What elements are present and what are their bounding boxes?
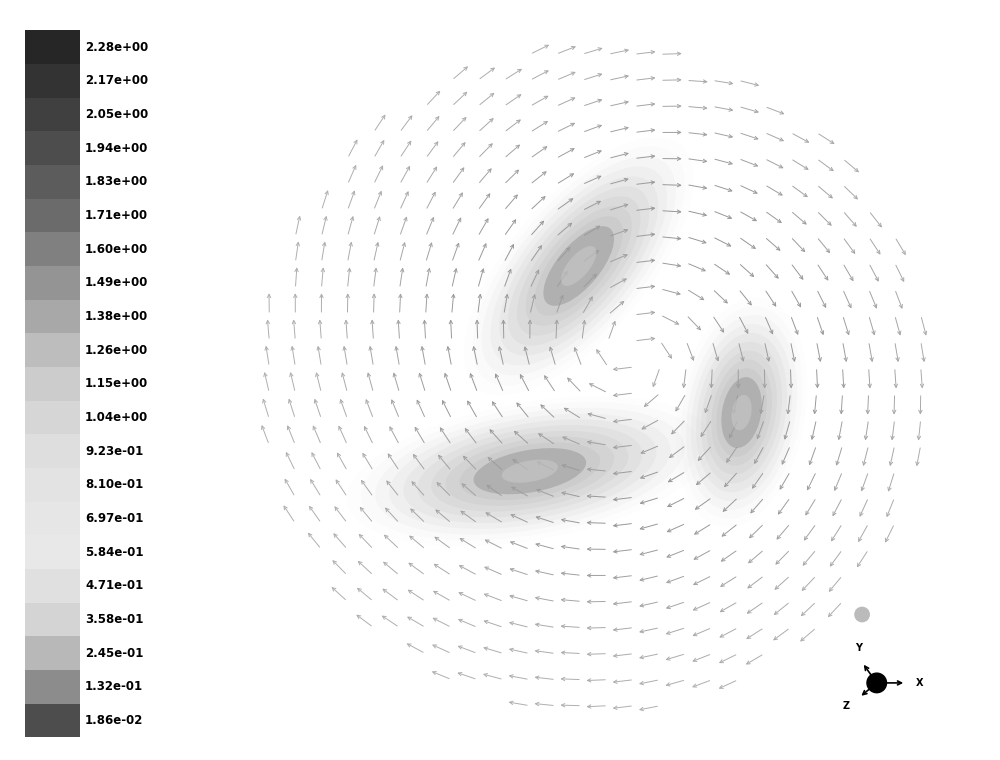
Ellipse shape [499,176,658,356]
Bar [25,64,80,98]
Text: 1.26e+00: 1.26e+00 [85,344,148,356]
Text: Y: Y [855,643,862,653]
Bar [25,569,80,603]
Bar [25,299,80,334]
Bar [25,266,80,299]
Circle shape [867,673,887,692]
Bar [25,704,80,737]
Bar [25,334,80,367]
Bar [25,468,80,502]
Ellipse shape [517,196,641,336]
Ellipse shape [417,425,642,518]
Text: 1.60e+00: 1.60e+00 [85,242,148,255]
Text: 1.83e+00: 1.83e+00 [85,176,148,188]
Bar [25,198,80,233]
Bar [25,401,80,434]
Circle shape [855,607,869,622]
Ellipse shape [431,431,628,511]
Ellipse shape [543,226,614,306]
Text: 1.15e+00: 1.15e+00 [85,377,148,391]
Ellipse shape [691,324,792,501]
Ellipse shape [721,377,762,448]
Text: 2.45e-01: 2.45e-01 [85,647,143,660]
Text: 1.49e+00: 1.49e+00 [85,277,148,290]
Ellipse shape [502,460,558,483]
Bar [25,502,80,535]
Text: 1.71e+00: 1.71e+00 [85,209,148,222]
Ellipse shape [389,413,670,529]
Text: 3.58e-01: 3.58e-01 [85,613,143,626]
Ellipse shape [686,315,797,510]
Ellipse shape [508,186,649,346]
Text: 6.97e-01: 6.97e-01 [85,512,143,525]
Ellipse shape [482,157,676,375]
Ellipse shape [701,342,782,483]
Bar [25,603,80,636]
Ellipse shape [561,246,596,286]
Ellipse shape [706,350,777,474]
Text: 9.23e-01: 9.23e-01 [85,445,143,458]
Bar [25,98,80,131]
Bar [25,165,80,198]
Text: 2.28e+00: 2.28e+00 [85,41,148,54]
Bar [25,535,80,569]
Text: 5.84e-01: 5.84e-01 [85,546,144,559]
Ellipse shape [403,420,656,523]
Text: Z: Z [842,701,849,711]
Ellipse shape [375,407,685,535]
Ellipse shape [445,436,614,506]
Bar [25,434,80,468]
Text: X: X [916,678,923,688]
Bar [25,131,80,165]
Text: 2.05e+00: 2.05e+00 [85,108,148,121]
Bar [25,367,80,401]
Ellipse shape [460,442,600,500]
Ellipse shape [731,395,752,430]
Ellipse shape [474,448,586,494]
Bar [25,670,80,704]
Ellipse shape [711,359,772,466]
Ellipse shape [716,369,767,457]
Bar [25,30,80,64]
Text: 1.86e-02: 1.86e-02 [85,714,143,727]
Text: 1.38e+00: 1.38e+00 [85,310,148,323]
Text: 1.94e+00: 1.94e+00 [85,141,148,155]
Text: 8.10e-01: 8.10e-01 [85,478,143,491]
Ellipse shape [526,206,632,326]
Ellipse shape [490,166,667,366]
Bar [25,233,80,266]
Bar [25,636,80,670]
Ellipse shape [696,333,787,492]
Text: 1.04e+00: 1.04e+00 [85,411,148,424]
Text: 2.17e+00: 2.17e+00 [85,74,148,87]
Text: 4.71e-01: 4.71e-01 [85,579,143,592]
Ellipse shape [535,217,623,315]
Text: 1.32e-01: 1.32e-01 [85,680,143,693]
